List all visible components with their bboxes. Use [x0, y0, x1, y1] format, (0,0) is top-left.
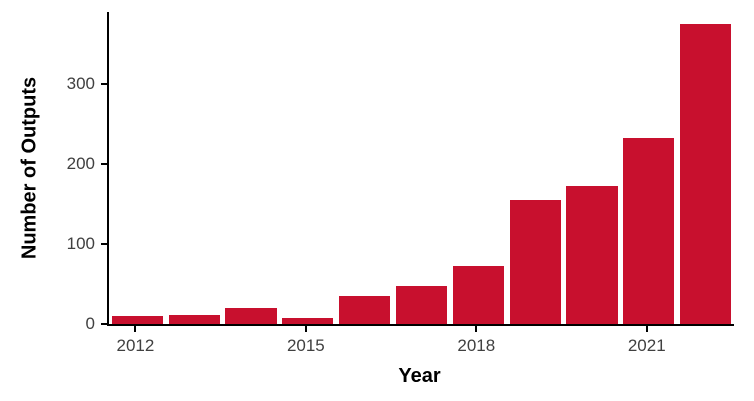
bar	[680, 24, 732, 324]
y-axis-title: Number of Outputs	[18, 76, 41, 260]
y-tick-label: 100	[66, 234, 95, 253]
x-tick-label: 2018	[457, 336, 496, 355]
y-tick-label: 200	[66, 154, 95, 173]
x-tick-label: 2021	[627, 336, 666, 355]
x-axis-tick	[134, 326, 137, 332]
x-tick-label: 2012	[116, 336, 155, 355]
bar	[282, 317, 334, 324]
x-axis-tick	[645, 326, 648, 332]
x-axis-title: Year	[398, 365, 441, 387]
plot-area	[107, 12, 734, 326]
bar	[168, 315, 220, 324]
y-tick-label: 300	[66, 74, 95, 93]
y-tick-label: 0	[85, 314, 95, 333]
y-axis-tick	[101, 163, 107, 165]
y-axis-tick	[101, 83, 107, 85]
bar	[452, 265, 504, 324]
bar	[509, 200, 561, 324]
bar	[225, 308, 277, 324]
y-axis-tick	[101, 243, 107, 245]
bar	[566, 185, 618, 324]
bar	[339, 296, 391, 324]
x-axis-tick	[304, 326, 307, 332]
bar	[623, 138, 675, 324]
bar	[111, 316, 163, 324]
bar	[395, 285, 448, 324]
x-axis-tick	[475, 326, 478, 332]
x-tick-label: 2015	[286, 336, 325, 355]
y-axis-tick	[101, 323, 107, 325]
